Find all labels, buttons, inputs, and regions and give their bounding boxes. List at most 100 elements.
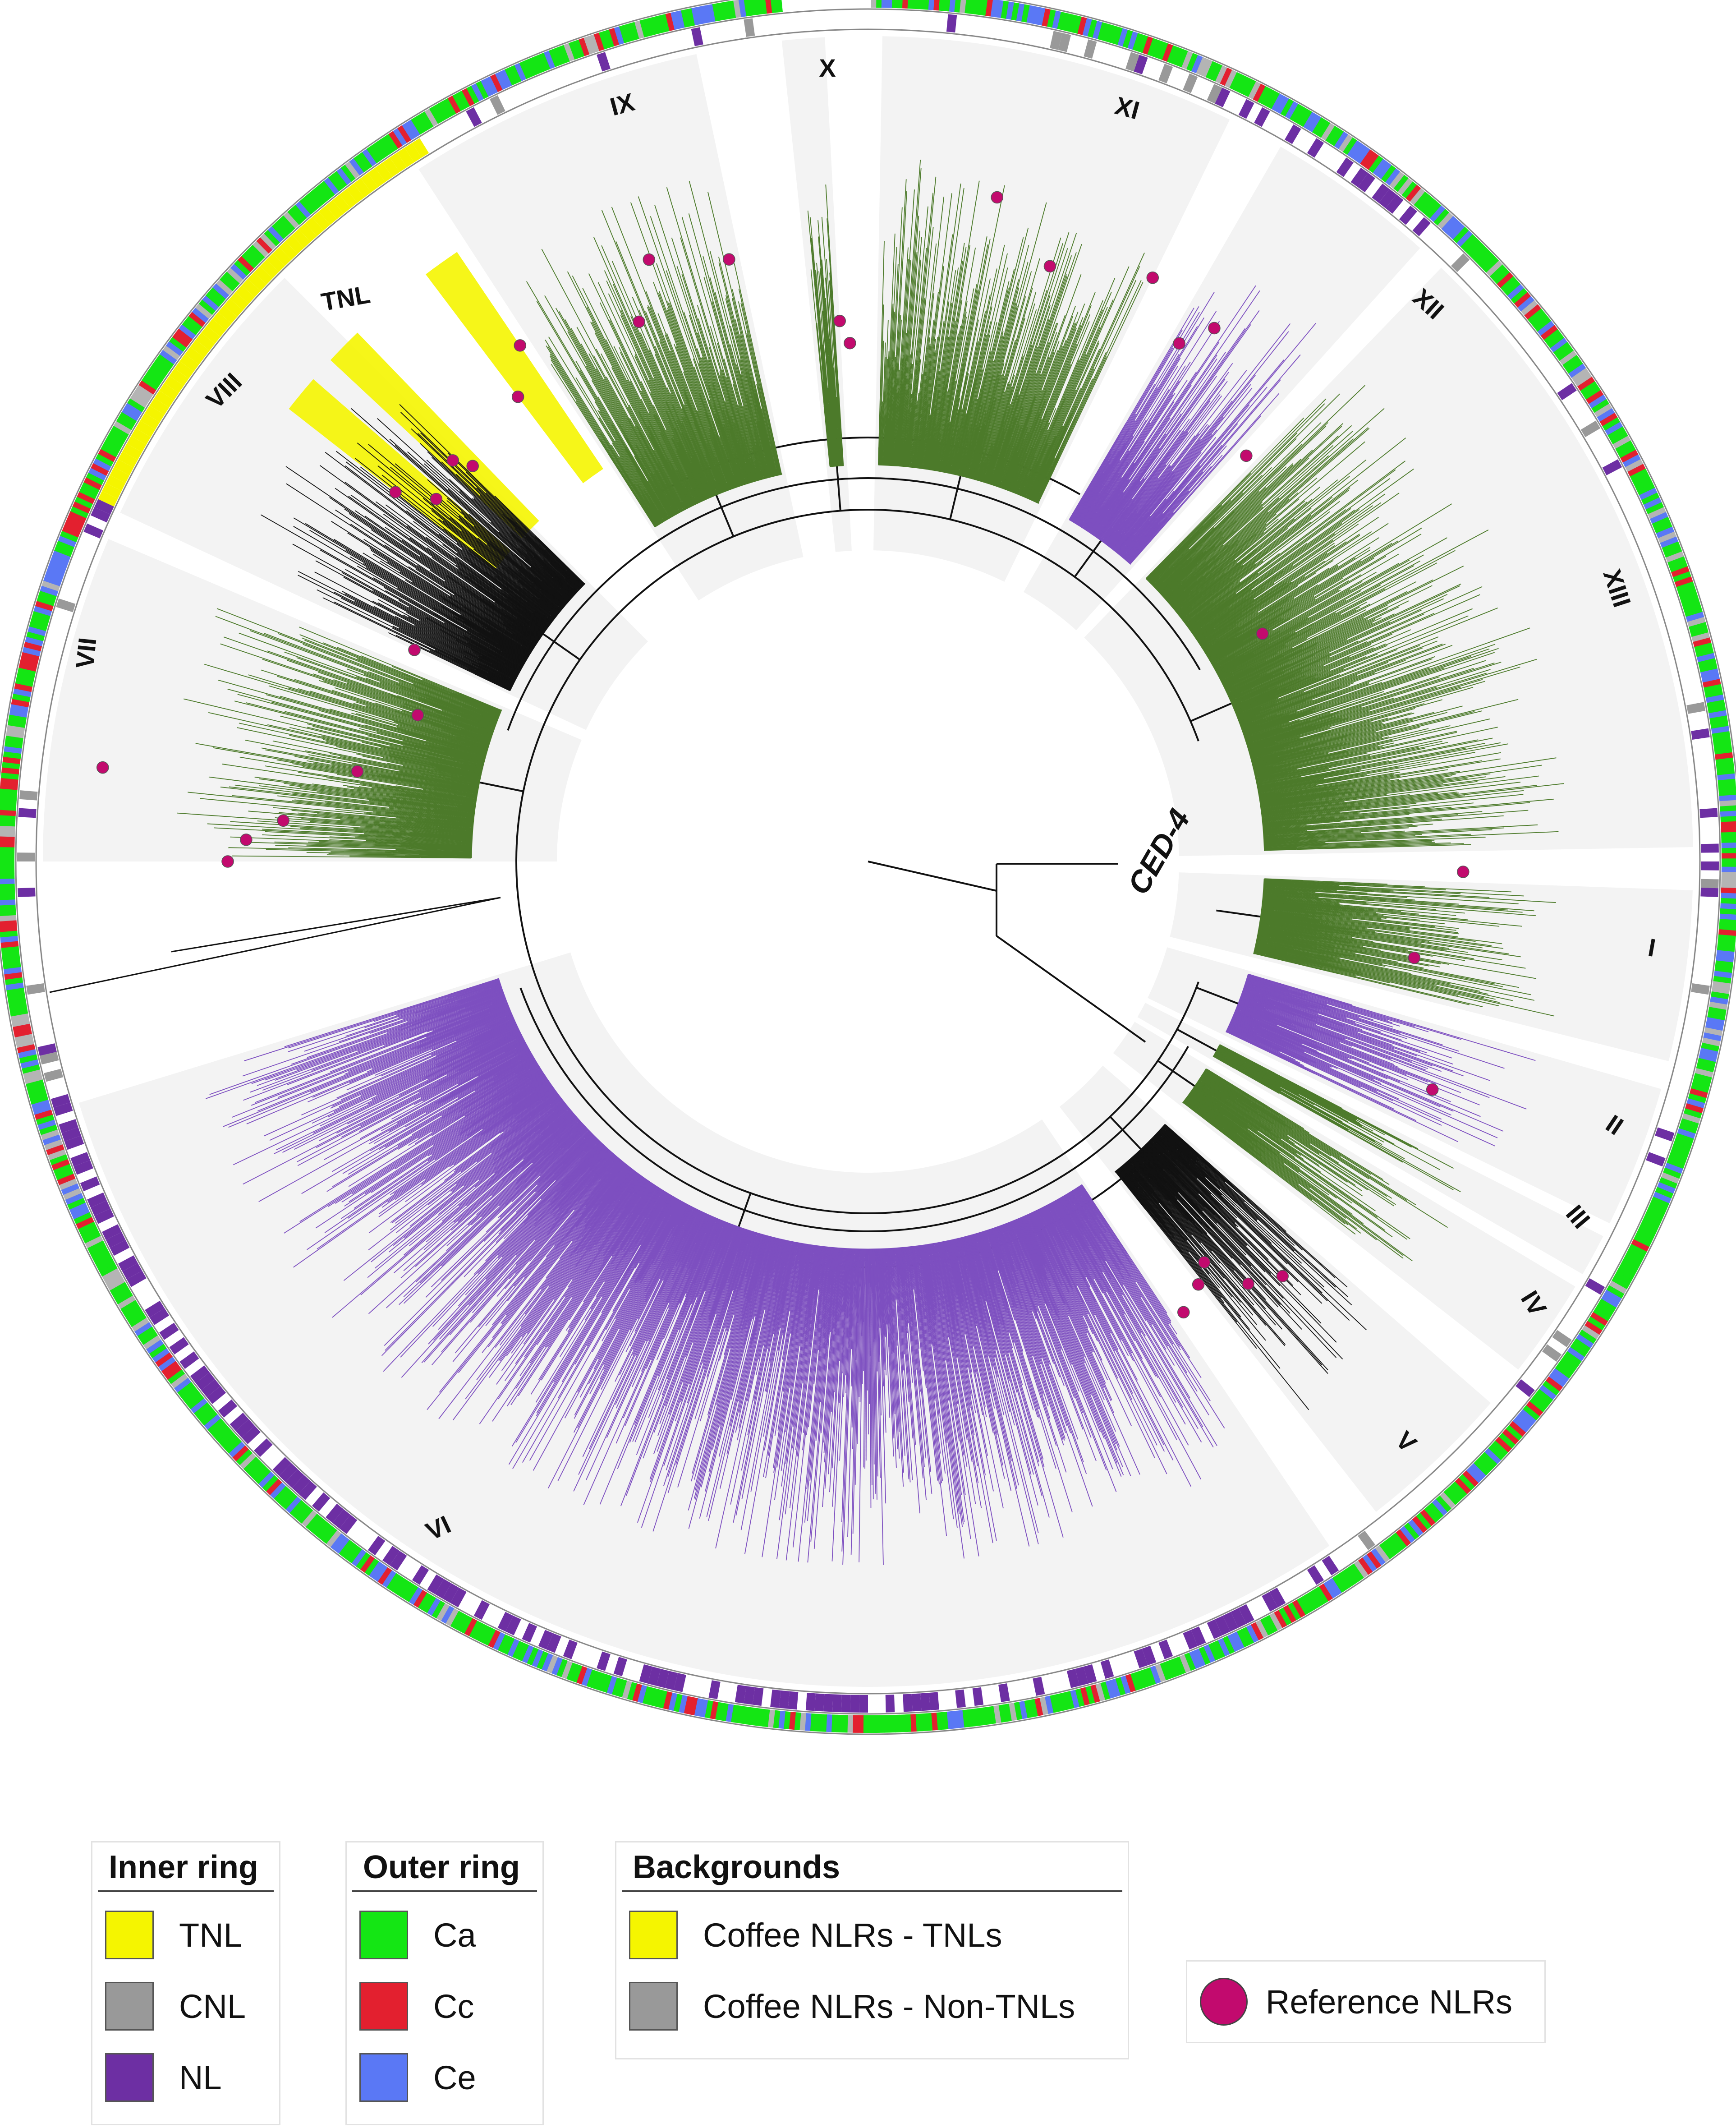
tree-branch (537, 537, 585, 585)
tree-branch (1263, 894, 1322, 900)
tree-branch (1152, 1137, 1167, 1151)
outer-ring-segment (7, 719, 26, 728)
tree-branch (824, 1248, 834, 1345)
tree-branch (1232, 1018, 1295, 1047)
tree-branch (579, 1128, 587, 1136)
tree-branch (690, 1217, 715, 1271)
tree-branch (366, 849, 472, 853)
outer-ring-segment (804, 1713, 812, 1731)
tree-branches (49, 160, 1564, 1565)
outer-ring-segment (702, 5, 711, 23)
tree-branch (599, 1291, 646, 1380)
tree-branch (291, 991, 497, 1065)
outer-ring-segment (247, 1460, 264, 1477)
tree-branch (592, 1156, 616, 1184)
tree-branch (701, 1225, 735, 1317)
tree-branch (1320, 931, 1502, 960)
tree-branch (795, 1299, 815, 1450)
tree-branch (505, 1161, 613, 1289)
tree-branch (1180, 1204, 1208, 1234)
tree-branch (354, 601, 464, 657)
tree-branch (1116, 1170, 1183, 1253)
outer-ring-segment (621, 1680, 632, 1699)
tree-branch (750, 1267, 793, 1492)
inner-ring-segment (299, 223, 317, 242)
tree-branch (611, 207, 685, 393)
outer-ring-segment (1626, 1248, 1645, 1262)
tree-branch (1047, 1205, 1067, 1241)
tree-branch (1165, 1130, 1245, 1202)
tree-branch (1028, 1214, 1047, 1253)
tree-branch (659, 341, 716, 481)
tree-branch (655, 346, 685, 417)
tree-branch (1130, 1163, 1254, 1306)
tree-branch (1306, 1027, 1490, 1098)
outer-ring-segment (83, 1230, 101, 1244)
outer-ring-segment (889, 1715, 896, 1733)
outer-ring-segment (1676, 581, 1695, 593)
tree-branch (1043, 1216, 1078, 1286)
outer-ring-segment (609, 28, 620, 46)
tree-branch (441, 1195, 528, 1281)
tree-branch (368, 824, 473, 833)
outer-ring-segment (373, 1564, 388, 1582)
tree-branch (465, 576, 545, 633)
tree-branch (461, 530, 542, 596)
outer-ring-segment (0, 925, 18, 932)
tree-branch (509, 1234, 548, 1279)
tree-branch (350, 524, 504, 625)
inner-ring-segment (64, 1135, 84, 1150)
outer-ring-segment (60, 530, 78, 543)
tree-branch (1254, 949, 1348, 971)
tree-branch (829, 1248, 837, 1331)
tree-branch (419, 1148, 564, 1284)
outer-ring-segment (514, 63, 527, 81)
outer-ring-segment (765, 0, 772, 14)
outer-ring-segment (98, 448, 116, 462)
outer-ring-segment (1488, 1444, 1505, 1460)
outer-ring-segment (1611, 1276, 1630, 1290)
tree-branch (1193, 1149, 1287, 1232)
tree-branch (385, 1110, 448, 1148)
tree-branch (854, 1254, 861, 1485)
tree-branch (843, 1248, 847, 1306)
tree-branch (984, 1279, 1006, 1355)
tree-branch (483, 598, 541, 638)
outer-ring-segment (21, 652, 40, 662)
tree-branch (955, 1239, 960, 1253)
tree-branch (461, 511, 542, 581)
tree-branch (1011, 1256, 1079, 1440)
tree-branch (341, 572, 505, 663)
tree-branch (640, 399, 676, 470)
tree-branch (1244, 989, 1362, 1030)
tree-branch (997, 1337, 1010, 1381)
tree-branch (306, 844, 406, 849)
tree-branch (482, 1222, 585, 1353)
outer-ring-segment (1154, 1663, 1166, 1682)
tree-branch (799, 1279, 810, 1346)
inner-ring-segment (613, 1657, 627, 1677)
outer-ring-segment (24, 1074, 43, 1084)
tree-branch (653, 473, 677, 515)
tree-branch (367, 797, 475, 812)
tree-branch (464, 1069, 539, 1117)
tree-branch (648, 1302, 667, 1341)
tree-branch (630, 316, 682, 433)
tree-branch (901, 1283, 920, 1514)
tree-branch (643, 1279, 711, 1459)
tree-branch (416, 836, 472, 840)
tree-branch (1254, 951, 1323, 968)
tree-branch (1204, 1070, 1207, 1073)
outer-ring-segment (1432, 1499, 1448, 1516)
tree-branch (1327, 897, 1523, 913)
tree-branch (925, 1352, 942, 1483)
outer-ring-segment (1601, 1294, 1619, 1308)
tree-branch (1143, 1192, 1200, 1259)
tree-branch (575, 401, 601, 440)
outer-ring-segment (1625, 459, 1644, 472)
tree-branch (1270, 936, 1356, 954)
tree-branch (244, 1012, 396, 1061)
tree-branch (529, 626, 542, 636)
tree-branch (953, 1239, 960, 1261)
outer-ring-segment (251, 1464, 267, 1481)
